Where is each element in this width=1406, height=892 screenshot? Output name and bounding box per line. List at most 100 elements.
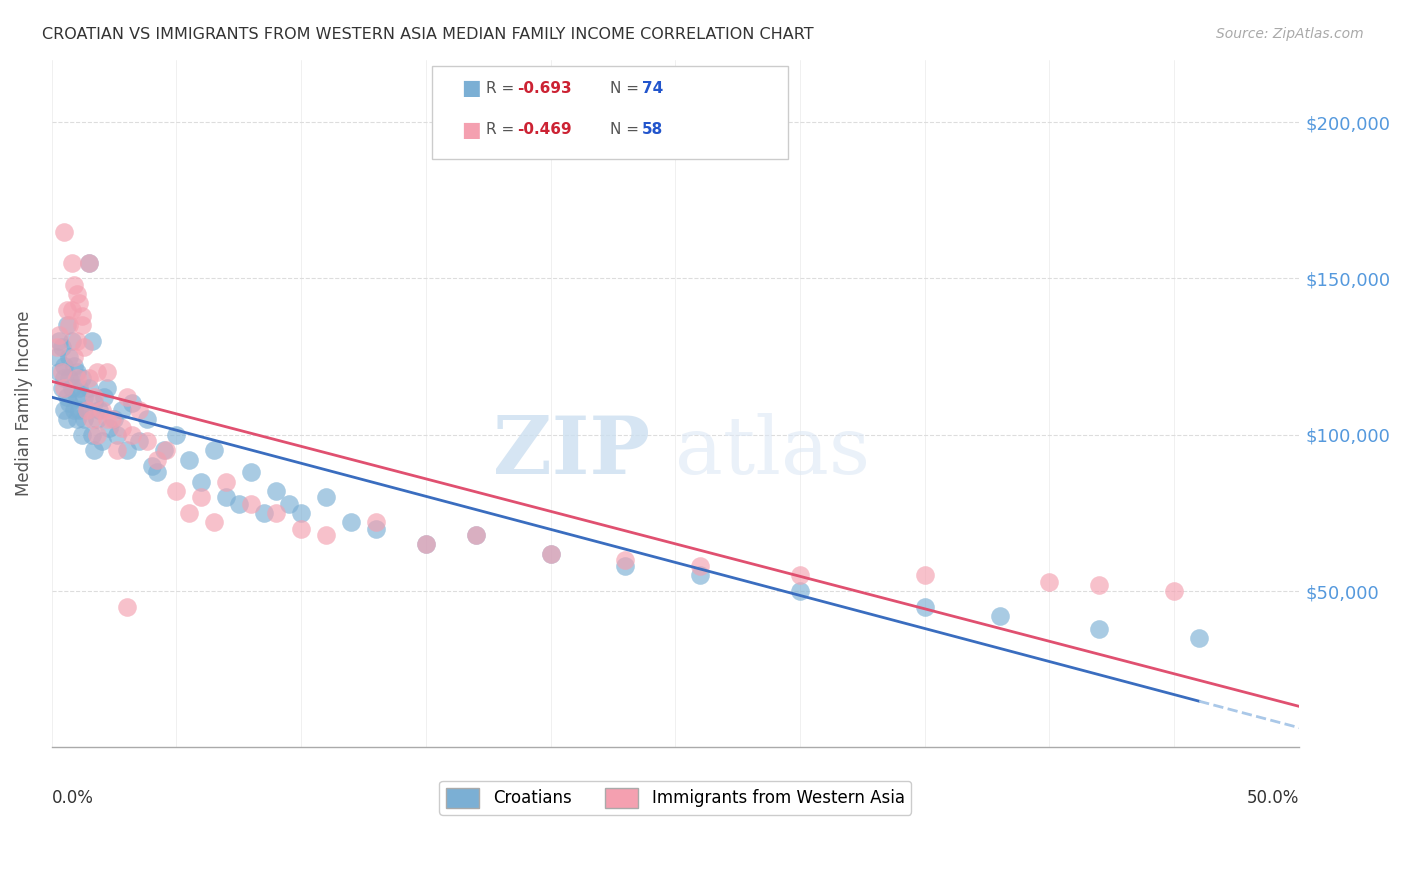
Point (96, 412, 118, 426)
Point (53, 225, 76, 239)
Point (76, 402, 98, 417)
Point (264, 506, 287, 520)
Point (1088, 578, 1111, 592)
Point (141, 458, 163, 473)
Point (63, 350, 86, 364)
Text: 50.0%: 50.0% (1247, 789, 1299, 806)
Text: 0.0%: 0.0% (52, 789, 94, 806)
Point (60, 381, 83, 395)
Point (48, 327, 70, 342)
Text: -0.469: -0.469 (517, 122, 572, 137)
Point (253, 506, 276, 520)
Text: N =: N = (610, 81, 644, 96)
Point (614, 559, 637, 574)
Point (48, 365, 70, 379)
Point (67, 296, 90, 310)
Point (63, 359, 86, 373)
Point (63, 277, 86, 292)
Point (58, 350, 80, 364)
Point (45, 340, 67, 354)
Point (83, 443, 105, 458)
Point (51, 340, 73, 354)
Point (80, 412, 103, 426)
Text: Source: ZipAtlas.com: Source: ZipAtlas.com (1216, 27, 1364, 41)
Point (70, 309, 93, 323)
Y-axis label: Median Family Income: Median Family Income (15, 310, 32, 496)
Point (93, 390, 115, 404)
Point (89, 402, 111, 417)
Point (215, 490, 238, 504)
Point (96, 365, 118, 379)
Point (135, 434, 157, 448)
Point (177, 452, 200, 467)
Point (70, 371, 93, 385)
Point (277, 496, 299, 510)
Point (98, 421, 121, 435)
Text: CROATIAN VS IMMIGRANTS FROM WESTERN ASIA MEDIAN FAMILY INCOME CORRELATION CHART: CROATIAN VS IMMIGRANTS FROM WESTERN ASIA… (42, 27, 814, 42)
Point (86, 412, 108, 426)
Point (80, 334, 103, 348)
Point (70, 427, 93, 442)
Text: ZIP: ZIP (494, 413, 651, 491)
Text: R =: R = (485, 122, 519, 137)
Point (67, 402, 90, 417)
Point (70, 318, 93, 333)
Point (190, 490, 212, 504)
Point (228, 496, 250, 510)
Point (60, 256, 83, 270)
Text: ■: ■ (461, 78, 481, 98)
Point (121, 396, 143, 410)
Point (340, 515, 363, 529)
Point (315, 528, 337, 542)
Point (290, 506, 312, 520)
Point (77, 381, 100, 395)
Point (60, 334, 83, 348)
Point (415, 537, 437, 551)
Point (689, 559, 711, 574)
Point (51, 381, 73, 395)
Point (153, 443, 176, 458)
Point (105, 427, 128, 442)
Point (53, 402, 76, 417)
Point (66, 412, 89, 426)
Point (789, 584, 811, 599)
Point (73, 390, 96, 404)
Point (988, 609, 1011, 624)
Point (364, 515, 387, 529)
Point (128, 434, 150, 448)
Point (155, 443, 177, 458)
Text: atlas: atlas (675, 413, 870, 491)
Point (55, 318, 77, 333)
Point (100, 412, 122, 426)
Point (540, 547, 562, 561)
Point (1163, 584, 1185, 599)
Point (86, 427, 108, 442)
Point (77, 256, 100, 270)
Point (364, 522, 387, 536)
Legend: Croatians, Immigrants from Western Asia: Croatians, Immigrants from Western Asia (440, 781, 911, 814)
Point (1038, 574, 1060, 589)
Point (45, 350, 67, 364)
Point (53, 371, 76, 385)
Point (540, 547, 562, 561)
Point (76, 402, 98, 417)
Point (789, 568, 811, 582)
Text: N =: N = (610, 122, 644, 137)
Point (66, 390, 89, 404)
Point (58, 371, 80, 385)
Text: -0.693: -0.693 (517, 81, 572, 96)
Point (190, 475, 212, 489)
FancyBboxPatch shape (432, 67, 787, 160)
Point (83, 396, 105, 410)
Point (48, 334, 70, 348)
Point (202, 443, 225, 458)
Point (90, 434, 112, 448)
Point (77, 371, 100, 385)
Point (105, 443, 128, 458)
Point (115, 599, 138, 614)
Point (58, 396, 80, 410)
Point (66, 365, 89, 379)
Point (166, 483, 188, 498)
Point (464, 528, 486, 542)
Point (240, 496, 263, 510)
